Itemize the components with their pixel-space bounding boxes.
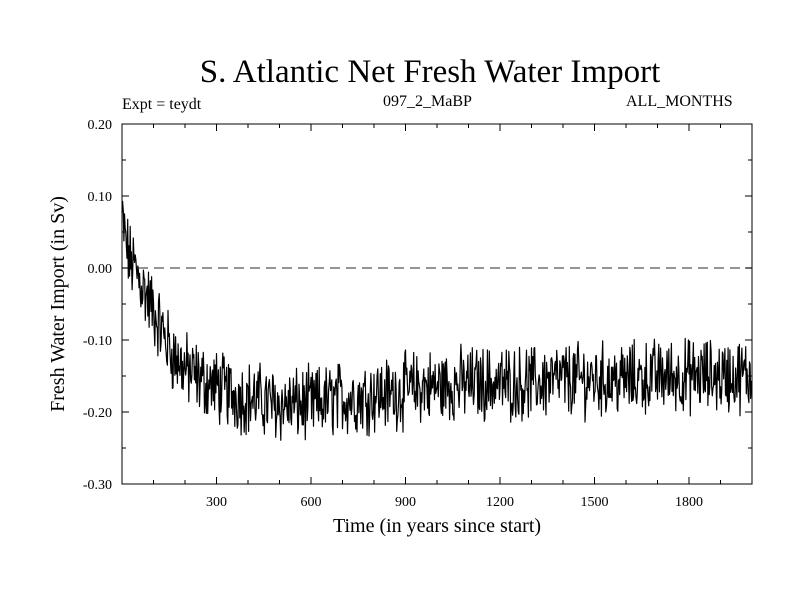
y-tick-label: -0.20 <box>83 406 112 421</box>
y-tick-label: 0.10 <box>88 190 113 205</box>
x-tick-label: 1800 <box>675 495 703 510</box>
y-tick-label: 0.00 <box>88 262 113 277</box>
x-tick-label: 1500 <box>581 495 609 510</box>
y-tick-label: -0.10 <box>83 334 112 349</box>
y-tick-label: 0.20 <box>88 118 113 133</box>
plot-frame <box>121 123 753 485</box>
x-tick-label: 300 <box>206 495 227 510</box>
y-tick-label: -0.30 <box>83 478 112 493</box>
experiment-label: Expt = teydt <box>122 96 202 113</box>
data-series-line <box>121 200 752 441</box>
x-tick-label: 1200 <box>486 495 514 510</box>
chart-title: S. Atlantic Net Fresh Water Import <box>199 54 661 90</box>
x-tick-label: 900 <box>395 495 416 510</box>
run-label: 097_2_MaBP <box>383 93 472 110</box>
y-axis-label: Fresh Water Import (in Sv) <box>47 196 69 412</box>
x-axis-label: Time (in years since start) <box>333 515 541 537</box>
x-tick-label: 600 <box>301 495 322 510</box>
months-label: ALL_MONTHS <box>626 93 733 110</box>
